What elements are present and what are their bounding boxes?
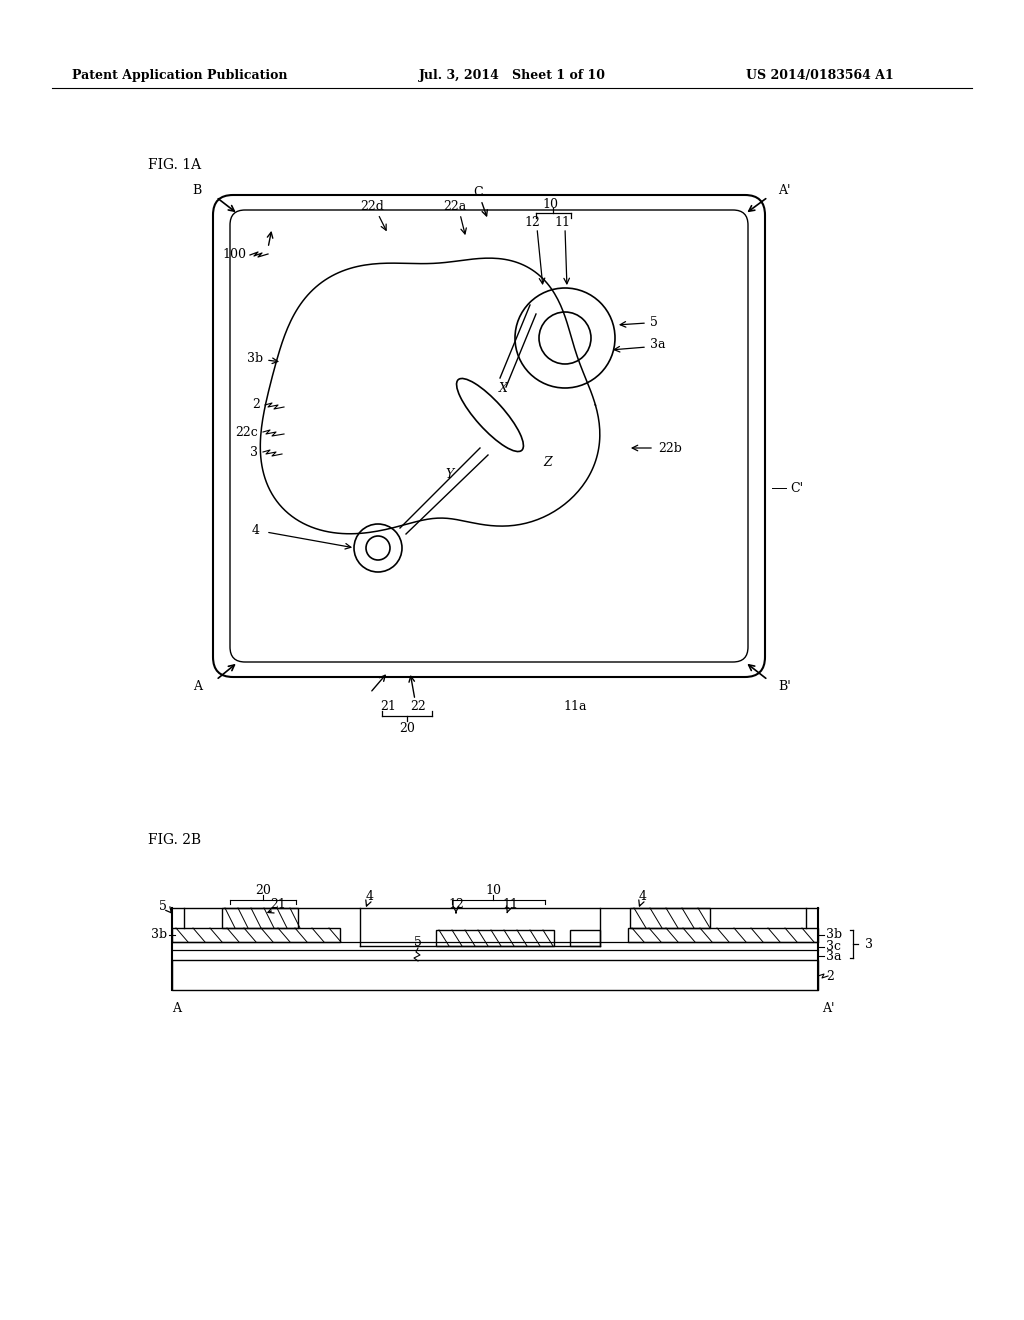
Text: 2: 2 (252, 399, 260, 412)
Text: Z: Z (544, 455, 552, 469)
Text: 4: 4 (252, 524, 260, 536)
Text: 3c: 3c (826, 940, 841, 953)
Text: 3: 3 (250, 446, 258, 458)
Text: 4: 4 (639, 890, 647, 903)
Text: FIG. 1A: FIG. 1A (148, 158, 201, 172)
Text: B: B (193, 185, 202, 198)
Bar (630, 908, 710, 928)
Text: 3b: 3b (151, 928, 167, 941)
Text: 12: 12 (449, 898, 464, 911)
Text: 3a: 3a (826, 949, 842, 962)
Text: 21: 21 (380, 700, 396, 713)
Text: 3b: 3b (247, 351, 263, 364)
Text: Y: Y (445, 469, 454, 482)
Text: 11a: 11a (563, 700, 587, 713)
Text: 12: 12 (524, 215, 540, 228)
Text: A: A (193, 680, 202, 693)
Text: 5: 5 (159, 899, 167, 912)
Text: US 2014/0183564 A1: US 2014/0183564 A1 (746, 70, 894, 82)
Text: 22a: 22a (443, 201, 467, 214)
Text: 21: 21 (270, 898, 286, 911)
Bar (436, 931, 554, 946)
Text: 22: 22 (411, 700, 426, 713)
Text: 4: 4 (366, 890, 374, 903)
Text: 22c: 22c (236, 425, 258, 438)
Bar (570, 931, 600, 946)
Bar (628, 928, 818, 942)
Text: C: C (473, 186, 482, 199)
Text: 11: 11 (502, 898, 518, 911)
Text: C': C' (790, 482, 803, 495)
Text: 5: 5 (414, 936, 422, 949)
Text: 22b: 22b (658, 441, 682, 454)
Text: 3b: 3b (826, 928, 842, 941)
Text: X: X (499, 381, 508, 395)
Text: A': A' (822, 1002, 835, 1015)
Text: 11: 11 (554, 215, 570, 228)
Text: 3a: 3a (650, 338, 666, 351)
Text: A': A' (778, 185, 791, 198)
Text: 22d: 22d (360, 201, 384, 214)
Text: Jul. 3, 2014   Sheet 1 of 10: Jul. 3, 2014 Sheet 1 of 10 (419, 70, 605, 82)
Text: 2: 2 (826, 969, 834, 982)
Text: 5: 5 (650, 315, 657, 329)
Text: 10: 10 (485, 883, 501, 896)
Text: A: A (172, 1002, 181, 1015)
Text: Patent Application Publication: Patent Application Publication (73, 70, 288, 82)
Text: B': B' (778, 680, 791, 693)
Text: 10: 10 (542, 198, 558, 211)
Bar (222, 908, 298, 928)
Text: 100: 100 (222, 248, 246, 261)
Text: FIG. 2B: FIG. 2B (148, 833, 201, 847)
Bar (172, 960, 818, 990)
Bar (172, 928, 340, 942)
Text: 20: 20 (399, 722, 415, 734)
Text: 20: 20 (255, 883, 271, 896)
Text: 3: 3 (865, 937, 873, 950)
